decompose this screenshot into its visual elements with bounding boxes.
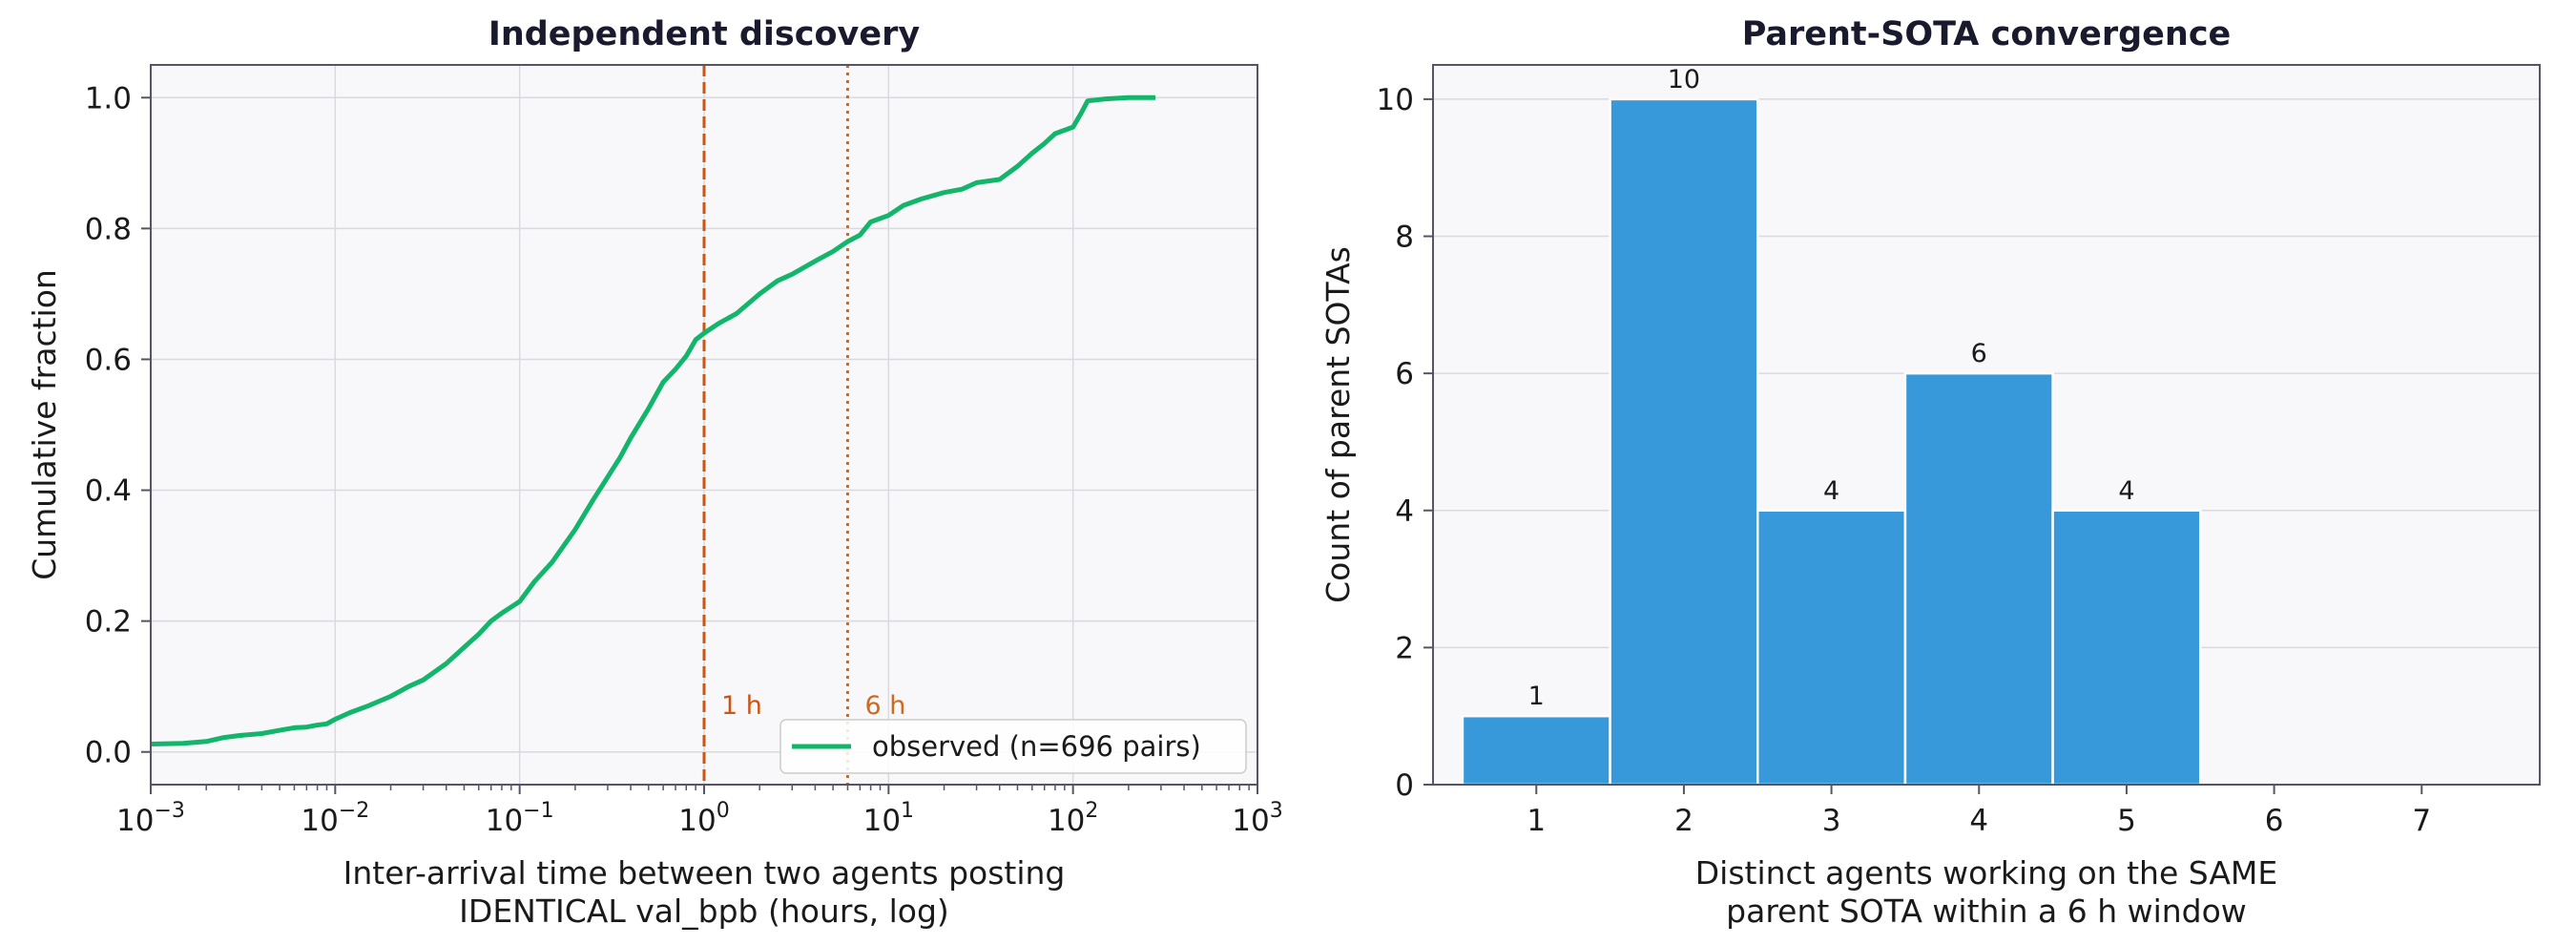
cdf-reference-lines: 1 h 6 h — [702, 65, 905, 785]
y-tick-label: 0.0 — [85, 736, 132, 770]
x-tick-label: 5 — [2117, 804, 2136, 838]
reference-line-label: 6 h — [864, 691, 905, 721]
bar — [1609, 97, 1759, 787]
x-tick-label: 4 — [1969, 804, 1988, 838]
bar — [1756, 509, 1907, 787]
bar-y-axis-label: Count of parent SOTAs — [1319, 246, 1357, 603]
x-tick-label: 100 — [678, 799, 729, 838]
bar — [2051, 509, 2202, 787]
y-tick-label: 0.6 — [85, 343, 132, 377]
bar-chart-title: Parent-SOTA convergence — [1742, 15, 2232, 53]
y-tick-label: 1.0 — [85, 81, 132, 116]
x-axis-label-line: parent SOTA within a 6 h window — [1726, 892, 2247, 930]
y-tick-label: 0 — [1395, 768, 1414, 803]
cdf-panel: 1 h 6 h 10−3 10−2 10−1 100 101 102 103 0.0 0.2 0.4… — [26, 15, 1283, 930]
x-axis-label-line: Inter-arrival time between two agents po… — [343, 854, 1066, 892]
x-tick-label: 10−3 — [116, 799, 185, 838]
bar — [1461, 714, 1611, 787]
bar-frame — [1432, 64, 2541, 786]
y-tick-label: 8 — [1395, 220, 1414, 255]
bar-data-label: 1 — [1528, 682, 1545, 711]
bar — [1903, 371, 2054, 787]
x-tick-label: 102 — [1048, 799, 1098, 838]
y-tick-label: 0.4 — [85, 474, 132, 509]
y-tick-label: 0.8 — [85, 212, 132, 246]
x-tick-label: 6 — [2265, 804, 2284, 838]
cdf-legend: observed (n=696 pairs) — [779, 719, 1247, 774]
x-tick-label: 101 — [863, 799, 914, 838]
x-tick-label: 7 — [2412, 804, 2431, 838]
cdf-x-axis-label: Inter-arrival time between two agents po… — [343, 854, 1066, 930]
legend-label: observed (n=696 pairs) — [872, 730, 1201, 763]
y-tick-label: 0.2 — [85, 605, 132, 640]
reference-line-label: 1 h — [721, 691, 762, 721]
bar-series — [1461, 97, 2202, 787]
x-tick-label: 1 — [1527, 804, 1546, 838]
x-axis-label-line: IDENTICAL val_bpb (hours, log) — [459, 892, 949, 930]
bar-data-labels: 1 10 4 6 4 — [1528, 65, 2135, 711]
bar-data-label: 6 — [1971, 339, 1987, 368]
x-tick-label: 10−1 — [486, 799, 554, 838]
bar-data-label: 4 — [1823, 476, 1839, 506]
y-tick-label: 10 — [1377, 83, 1414, 117]
cdf-series-line — [150, 94, 1156, 746]
x-axis-label-line: Distinct agents working on the SAME — [1695, 854, 2277, 892]
y-tick-label: 6 — [1395, 357, 1414, 391]
x-tick-label: 2 — [1674, 804, 1693, 838]
y-tick-label: 2 — [1395, 631, 1414, 665]
cdf-chart-title: Independent discovery — [488, 15, 921, 53]
legend-box — [779, 719, 1247, 774]
x-tick-label: 3 — [1822, 804, 1841, 838]
bar-data-label: 10 — [1668, 65, 1700, 94]
bar-data-label: 4 — [2118, 476, 2134, 506]
x-tick-label: 103 — [1232, 799, 1282, 838]
x-tick-label: 10−2 — [301, 799, 369, 838]
y-tick-label: 4 — [1395, 494, 1414, 529]
bar-x-axis-label: Distinct agents working on the SAMEparen… — [1695, 854, 2277, 930]
cdf-tick-labels: 10−3 10−2 10−1 100 101 102 103 0.0 0.2 0.4 0.6 0.8 1… — [85, 81, 1283, 838]
cdf-y-axis-label: Cumulative fraction — [26, 269, 63, 580]
